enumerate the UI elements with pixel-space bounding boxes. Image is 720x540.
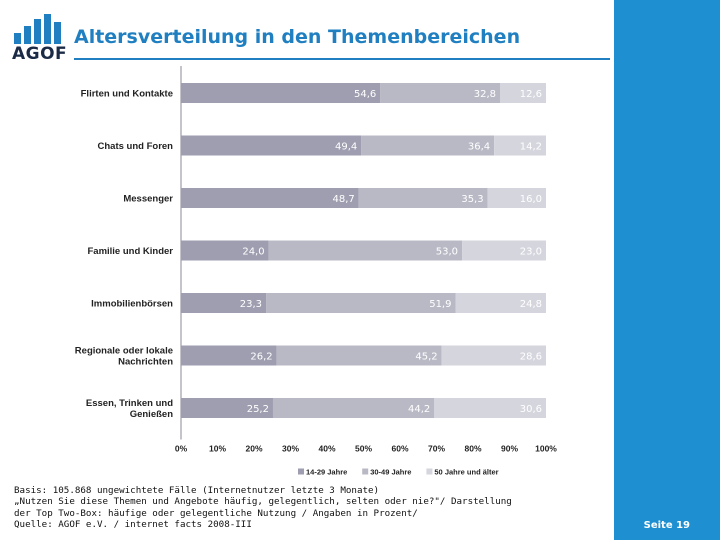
bar-segment — [181, 83, 381, 103]
category-label: Immobilienbörsen — [91, 299, 173, 310]
title-divider — [74, 58, 610, 60]
x-tick-label: 30% — [282, 444, 299, 454]
category-label: Messenger — [123, 194, 173, 205]
bar-segment — [276, 345, 442, 366]
category-label-line: Nachrichten — [118, 357, 173, 368]
stacked-bar-chart: Flirten und Kontakte 54,6 32,8 12,6 Chats un… — [75, 66, 557, 477]
category-label: Flirten und Kontakte — [81, 89, 173, 100]
bar-segment — [181, 240, 269, 261]
legend-label: 14-29 Jahre — [306, 468, 347, 477]
data-label: 36,4 — [468, 142, 490, 153]
data-label: 45,2 — [415, 352, 437, 363]
category-label-line: Immobilienbörsen — [91, 299, 173, 310]
logo-text: AGOF — [12, 44, 68, 64]
logo-bars-icon — [14, 12, 70, 44]
x-tick-label: 90% — [501, 444, 518, 454]
data-label: 16,0 — [520, 194, 542, 205]
bar-segment — [487, 188, 546, 208]
category-label-line: Messenger — [123, 194, 173, 205]
footer-line-source: Quelle: AGOF e.V. / internet facts 2008-… — [14, 518, 252, 530]
legend-label: 30-49 Jahre — [370, 468, 411, 477]
bar-segment — [434, 398, 546, 418]
category-label-line: Essen, Trinken und — [86, 398, 173, 409]
data-label: 26,2 — [250, 352, 272, 363]
bar-segment — [181, 135, 362, 156]
data-label: 23,0 — [520, 247, 542, 258]
footer-line-question: „Nutzen Sie diese Themen und Angebote hä… — [14, 496, 512, 508]
side-panel: Seite 19 — [614, 0, 720, 540]
data-label: 51,9 — [429, 299, 451, 310]
data-label: 12,6 — [520, 89, 542, 100]
bar-segment — [441, 345, 546, 366]
data-label: 32,8 — [474, 89, 496, 100]
category-label-line: Familie und Kinder — [87, 246, 173, 257]
data-label: 23,3 — [240, 299, 262, 310]
x-tick-label: 50% — [355, 444, 372, 454]
data-label: 48,7 — [332, 194, 354, 205]
legend-swatch — [298, 468, 304, 475]
footer-line-topbox: der Top Two-Box: häufige oder gelegentli… — [14, 507, 418, 519]
bar-segment — [181, 398, 273, 418]
x-tick-label: 20% — [245, 444, 262, 454]
data-label: 53,0 — [436, 247, 458, 258]
category-label: Familie und Kinder — [87, 246, 173, 257]
category-label: Regionale oder lokale Nachrichten — [75, 346, 173, 368]
bar-segment — [455, 293, 546, 313]
x-tick-label: 10% — [209, 444, 226, 454]
page-title: Altersverteilung in den Themenbereichen — [74, 26, 521, 48]
x-tick-label: 70% — [428, 444, 445, 454]
bar-segment — [358, 188, 488, 208]
category-label-line: Chats und Foren — [98, 141, 174, 152]
agof-logo: AGOF — [10, 10, 72, 64]
data-label: 14,2 — [520, 142, 542, 153]
category-label-line: Genießen — [130, 409, 173, 420]
category-label: Essen, Trinken und Genießen — [86, 398, 173, 420]
data-label: 49,4 — [335, 142, 357, 153]
data-label: 44,2 — [408, 404, 430, 415]
bar-segment — [181, 345, 277, 366]
category-label-line: Regionale oder lokale — [75, 346, 173, 357]
bar-segment — [268, 240, 463, 261]
bar-segment — [181, 188, 359, 208]
data-label: 25,2 — [247, 404, 269, 415]
data-label: 24,0 — [242, 247, 264, 258]
bar-segment — [266, 293, 456, 313]
bar-segment — [500, 83, 546, 103]
bar-segment — [361, 135, 495, 156]
category-label: Chats und Foren — [98, 141, 174, 152]
x-tick-label: 80% — [464, 444, 481, 454]
data-label: 35,3 — [461, 194, 483, 205]
data-label: 54,6 — [354, 89, 376, 100]
data-label: 28,6 — [520, 352, 542, 363]
bar-segment — [272, 398, 435, 418]
bar-segment — [494, 135, 546, 156]
bar-segment — [380, 83, 501, 103]
legend-label: 50 Jahre und älter — [434, 468, 498, 477]
page-number: Seite 19 — [643, 520, 690, 531]
x-tick-label: 100% — [535, 444, 557, 454]
footer-line-basis: Basis: 105.868 ungewichtete Fälle (Inter… — [14, 485, 380, 496]
data-label: 30,6 — [520, 404, 542, 415]
bar-segment — [462, 240, 546, 261]
category-label-line: Flirten und Kontakte — [81, 89, 173, 100]
x-tick-label: 0% — [175, 444, 188, 454]
data-label: 24,8 — [520, 299, 542, 310]
footer-notes: Basis: 105.868 ungewichtete Fälle (Inter… — [14, 485, 614, 530]
legend-swatch — [362, 468, 369, 475]
legend-swatch — [426, 468, 433, 475]
x-tick-label: 40% — [318, 444, 335, 454]
bar-segment — [181, 293, 267, 313]
x-tick-label: 60% — [391, 444, 408, 454]
